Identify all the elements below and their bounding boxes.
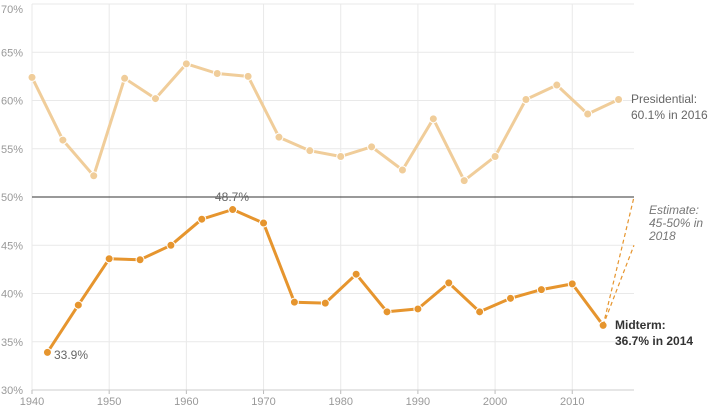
presidential-point — [490, 151, 500, 161]
y-tick-label: 40% — [1, 289, 23, 301]
x-tick-label: 2010 — [560, 396, 584, 408]
midterm-point — [104, 254, 114, 264]
midterm-point — [259, 218, 269, 228]
y-axis-ticks: 30% 35% 40% 45% 50% 55% 60% 65% 70% — [1, 4, 23, 397]
midterm-point — [444, 278, 454, 288]
x-tick-label: 2000 — [483, 396, 507, 408]
presidential-point — [459, 176, 469, 186]
y-tick-label: 60% — [1, 96, 23, 108]
estimate-dashed-line — [602, 245, 635, 326]
midterm-point — [197, 214, 207, 224]
y-tick-label: 50% — [1, 192, 23, 204]
presidential-point — [552, 80, 562, 90]
low-label: 33.9% — [54, 348, 88, 362]
presidential-point — [181, 59, 191, 69]
midterm-point — [567, 279, 577, 289]
midterm-point — [73, 300, 83, 310]
midterm-point — [475, 307, 485, 317]
presidential-label-line2: 60.1% in 2016 — [631, 108, 708, 122]
y-tick-label: 65% — [1, 47, 23, 59]
presidential-point — [89, 171, 99, 181]
presidential-point — [120, 73, 130, 83]
presidential-point — [428, 114, 438, 124]
presidential-point — [336, 151, 346, 161]
x-tick-label: 1970 — [251, 396, 275, 408]
presidential-point — [274, 132, 284, 142]
midterm-point — [289, 297, 299, 307]
midterm-point — [135, 255, 145, 265]
presidential-series-line — [30, 62, 620, 183]
y-tick-label: 55% — [1, 144, 23, 156]
midterm-series-line — [46, 208, 605, 354]
midterm-point — [506, 293, 516, 303]
presidential-point — [150, 94, 160, 104]
estimate-label-line1: Estimate: — [649, 203, 699, 217]
x-tick-label: 1980 — [328, 396, 352, 408]
midterm-label-line1: Midterm: — [615, 318, 666, 332]
presidential-point — [583, 109, 593, 119]
estimate-dashed-line — [602, 196, 635, 326]
x-tick-label: 1960 — [174, 396, 198, 408]
x-axis-ticks: 1940 1950 1960 1970 1980 1990 2000 2010 — [20, 389, 634, 408]
estimate-range — [602, 196, 635, 326]
y-tick-label: 70% — [1, 4, 23, 16]
presidential-label-line1: Presidential: — [631, 92, 697, 106]
presidential-point — [521, 95, 531, 105]
estimate-label-line2: 45-50% in — [649, 216, 703, 230]
presidential-point — [397, 165, 407, 175]
midterm-point — [320, 298, 330, 308]
data-series — [27, 59, 624, 357]
presidential-point — [243, 71, 253, 81]
presidential-point — [58, 135, 68, 145]
x-tick-label: 1940 — [20, 396, 44, 408]
estimate-label-line3: 2018 — [648, 229, 676, 243]
midterm-point — [228, 205, 238, 215]
midterm-point — [42, 347, 52, 357]
y-tick-label: 30% — [1, 385, 23, 397]
midterm-point — [413, 304, 423, 314]
presidential-point — [614, 95, 624, 105]
x-tick-label: 1990 — [406, 396, 430, 408]
midterm-point — [536, 285, 546, 295]
presidential-point — [27, 72, 37, 82]
presidential-point — [212, 68, 222, 78]
y-tick-label: 45% — [1, 240, 23, 252]
midterm-point — [382, 307, 392, 317]
presidential-point — [305, 146, 315, 156]
presidential-point — [367, 142, 377, 152]
midterm-label-line2: 36.7% in 2014 — [615, 334, 693, 348]
midterm-point — [351, 269, 361, 279]
y-tick-label: 35% — [1, 337, 23, 349]
x-tick-label: 1950 — [97, 396, 121, 408]
midterm-point — [166, 240, 176, 250]
peak-label: 48.7% — [215, 190, 249, 204]
